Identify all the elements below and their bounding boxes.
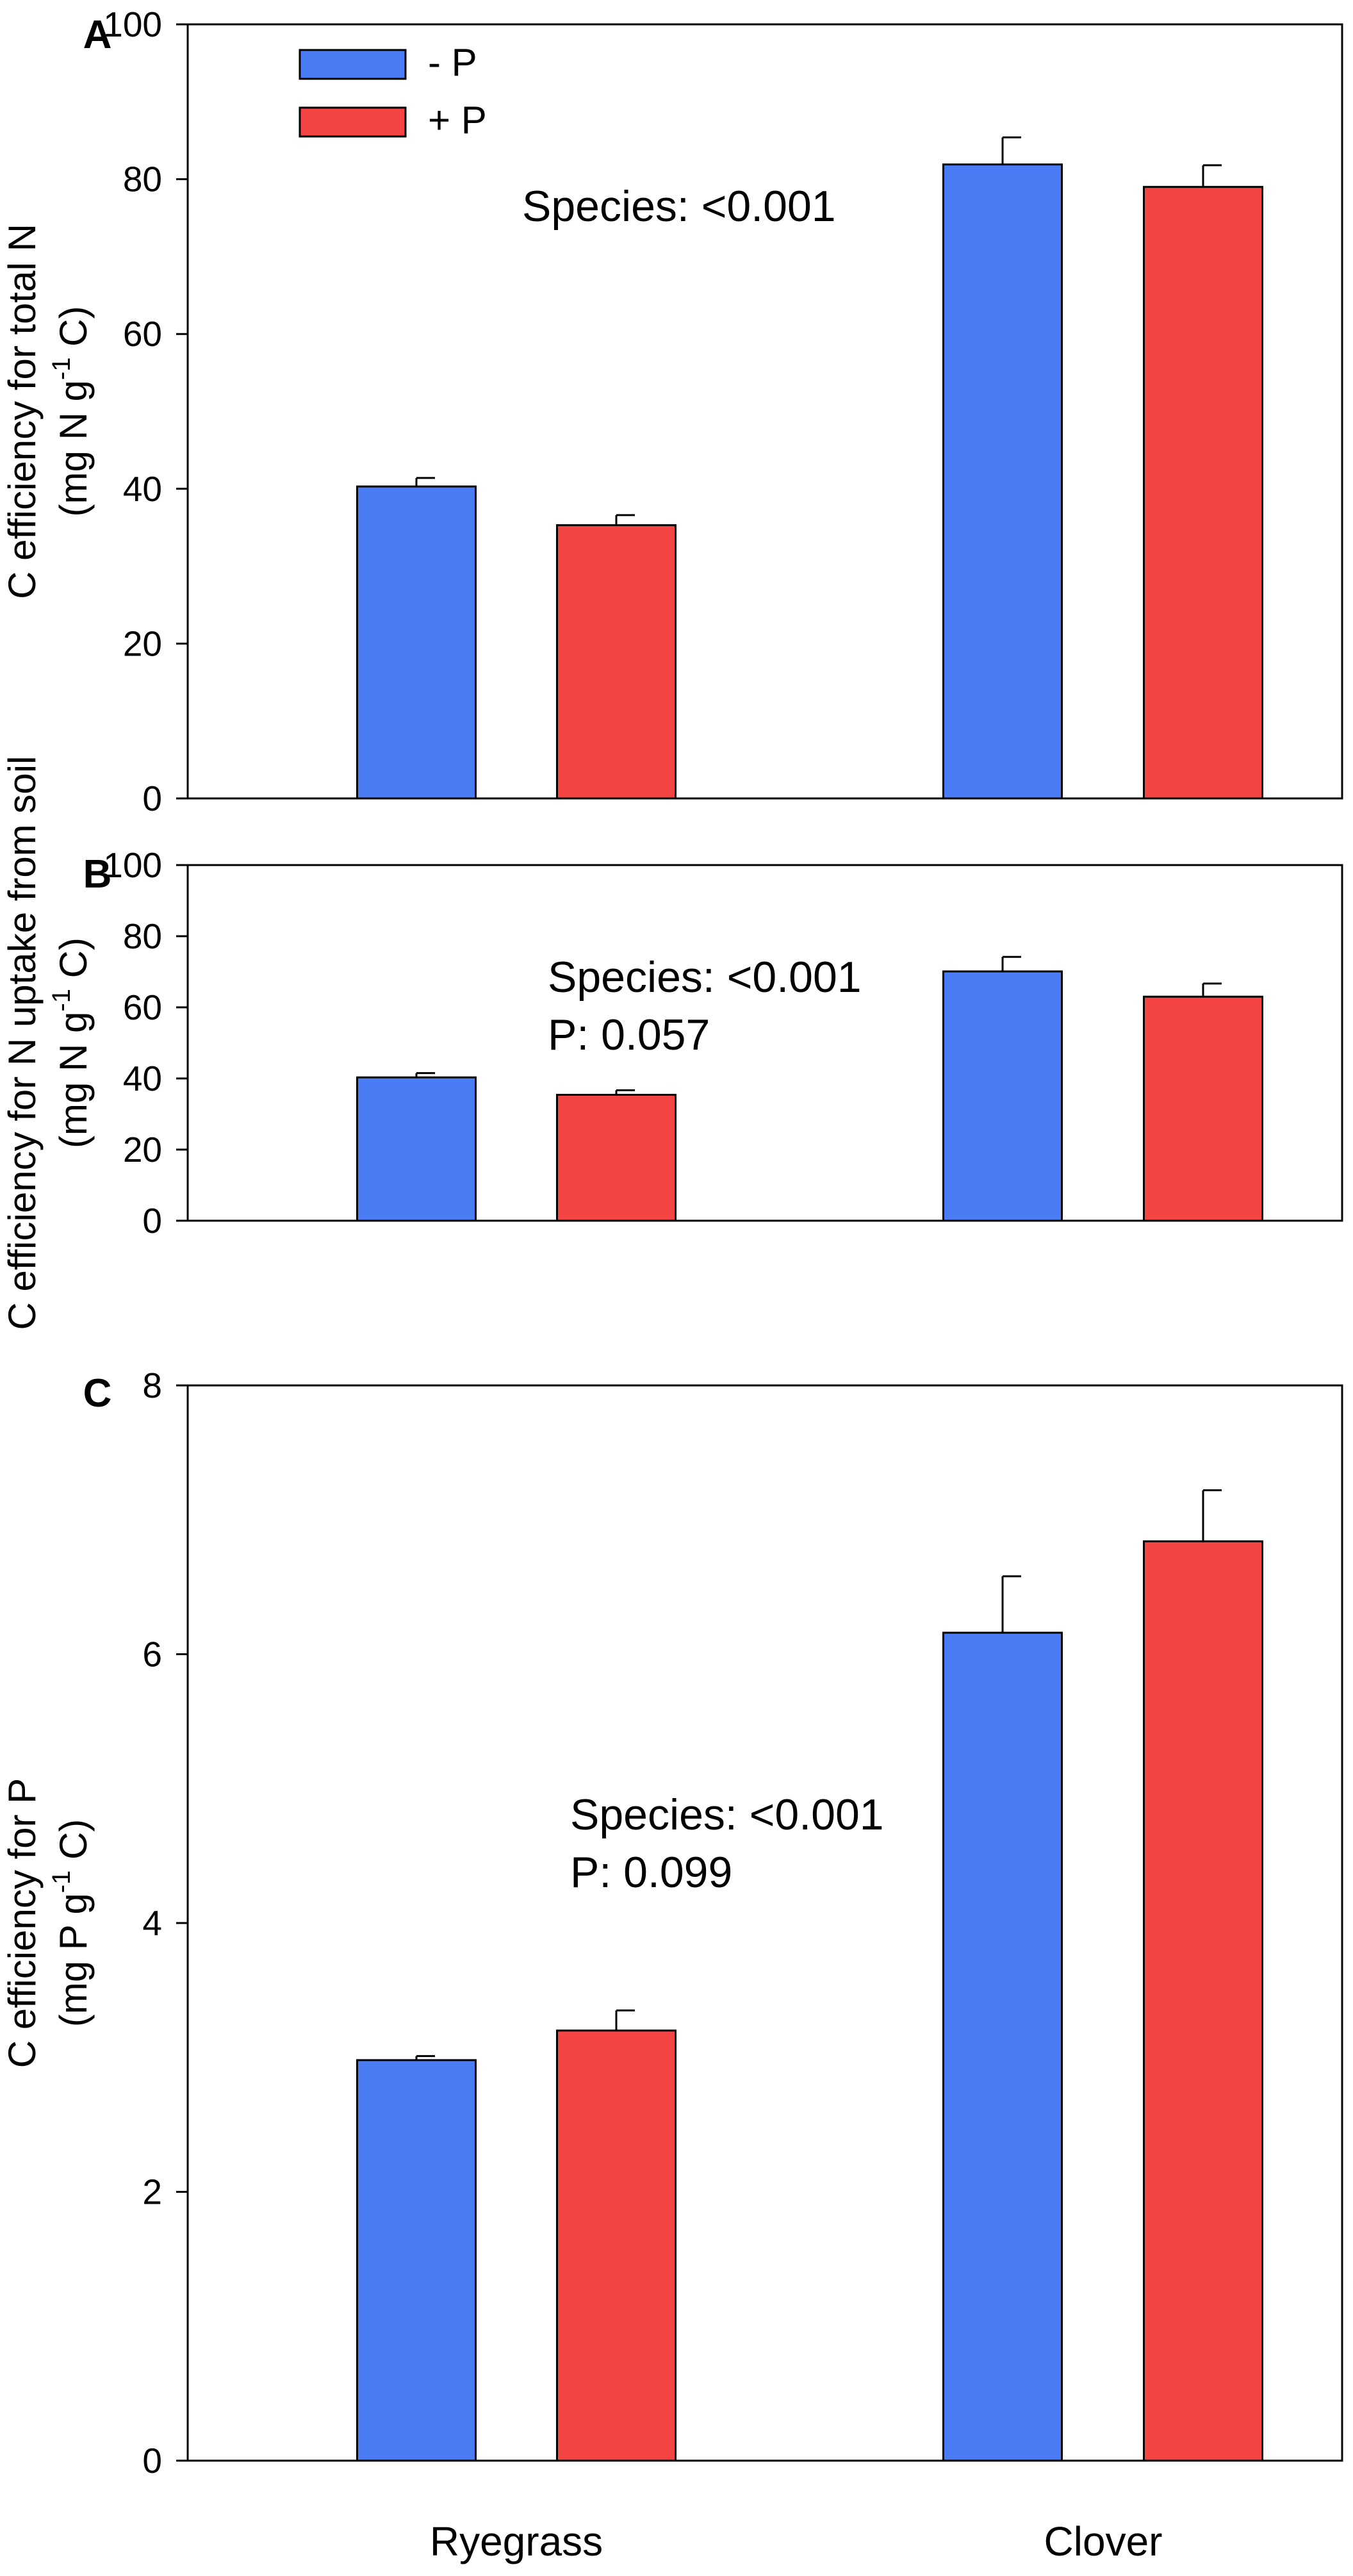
bar-b-ryegrass-minus-p bbox=[356, 1076, 477, 1222]
error-bar-c-clover-plus-p bbox=[1202, 1489, 1222, 1542]
bar-c-clover-plus-p bbox=[1143, 1540, 1263, 2462]
x-tick-label-clover: Clover bbox=[1044, 2518, 1163, 2564]
y-tick-label: 0 bbox=[142, 2441, 162, 2481]
bar-b-clover-minus-p bbox=[942, 970, 1063, 1222]
y-axis-units: (mg N g-1 C) bbox=[47, 937, 95, 1148]
y-axis-units-sup: -1 bbox=[47, 1870, 76, 1894]
error-bar-a-clover-plus-p bbox=[1202, 164, 1222, 187]
y-axis-title: C efficiency for N uptake from soil bbox=[1, 756, 44, 1330]
error-bar-b-clover-minus-p bbox=[1001, 955, 1021, 971]
y-tick-label: 20 bbox=[123, 623, 162, 663]
y-tick-label: 100 bbox=[103, 4, 162, 44]
stats-annotation: P: 0.057 bbox=[548, 1011, 710, 1059]
y-axis-units-prefix: (mg N g bbox=[52, 1012, 95, 1148]
y-tick-label: 6 bbox=[142, 1635, 162, 1674]
panel-letter: A bbox=[83, 13, 112, 57]
y-tick-label: 100 bbox=[103, 845, 162, 885]
y-tick-label: 0 bbox=[142, 1201, 162, 1241]
y-tick-label: 60 bbox=[123, 987, 162, 1027]
y-tick-label: 2 bbox=[142, 2172, 162, 2212]
y-tick-label: 0 bbox=[142, 779, 162, 818]
y-tick-label: 40 bbox=[123, 469, 162, 509]
bar-c-clover-minus-p bbox=[942, 1631, 1063, 2462]
panel-letter: C bbox=[83, 1371, 112, 1416]
y-axis-units-sup: -1 bbox=[47, 989, 76, 1012]
y-tick-label: 4 bbox=[142, 1903, 162, 1943]
legend-swatch-minus-p bbox=[299, 49, 407, 80]
bar-c-ryegrass-plus-p bbox=[556, 2029, 676, 2462]
y-tick-label: 8 bbox=[142, 1366, 162, 1405]
y-axis-units: (mg N g-1 C) bbox=[47, 306, 95, 517]
y-tick-label: 60 bbox=[123, 314, 162, 354]
stats-annotation: Species: <0.001 bbox=[522, 182, 836, 231]
panel-letter: B bbox=[83, 852, 112, 896]
plot-frame bbox=[186, 23, 1343, 800]
bar-a-ryegrass-minus-p bbox=[356, 485, 477, 800]
legend-swatch-plus-p bbox=[299, 106, 407, 138]
bar-b-clover-plus-p bbox=[1143, 995, 1263, 1222]
y-tick-label: 40 bbox=[123, 1059, 162, 1098]
panel-a: 0 20 40 60 80 100 C efficiency for total N (mg … bbox=[1, 4, 1343, 818]
error-bar-a-ryegrass-plus-p bbox=[615, 514, 635, 525]
stats-annotation: Species: <0.001 bbox=[570, 1790, 884, 1839]
x-tick-label-ryegrass: Ryegrass bbox=[430, 2518, 603, 2564]
panel-c: 0 2 4 6 8 C efficiency for P (mg P g-1 C) C Spec… bbox=[1, 1366, 1343, 2481]
legend-label-minus-p: - P bbox=[428, 41, 477, 84]
plot-frame bbox=[186, 864, 1343, 1222]
error-bar-b-clover-plus-p bbox=[1202, 982, 1222, 997]
y-axis-units-prefix: (mg P g bbox=[52, 1893, 95, 2027]
error-bar-c-ryegrass-minus-p bbox=[415, 2055, 435, 2060]
y-tick-label: 80 bbox=[123, 160, 162, 199]
y-axis-units-sup: -1 bbox=[47, 358, 76, 381]
bar-a-clover-minus-p bbox=[942, 163, 1063, 800]
error-bar-a-clover-minus-p bbox=[1001, 136, 1021, 165]
error-bar-c-ryegrass-plus-p bbox=[615, 2009, 635, 2031]
y-axis-units-suffix: C) bbox=[52, 937, 95, 989]
y-axis-units-prefix: (mg N g bbox=[52, 380, 95, 516]
error-bar-b-ryegrass-minus-p bbox=[415, 1072, 435, 1078]
y-axis-units-suffix: C) bbox=[52, 1819, 95, 1870]
legend: - P + P bbox=[299, 41, 487, 142]
error-bar-b-ryegrass-plus-p bbox=[615, 1089, 635, 1095]
error-bar-c-clover-minus-p bbox=[1001, 1575, 1021, 1633]
bar-b-ryegrass-plus-p bbox=[556, 1094, 676, 1222]
y-axis-title: C efficiency for total N bbox=[1, 224, 44, 599]
stats-annotation: Species: <0.001 bbox=[548, 953, 862, 1002]
x-axis-categories: Ryegrass Clover bbox=[430, 2518, 1163, 2564]
bar-a-ryegrass-plus-p bbox=[556, 524, 676, 800]
bar-c-ryegrass-minus-p bbox=[356, 2059, 477, 2462]
error-bar-a-ryegrass-minus-p bbox=[415, 477, 435, 487]
stats-annotation: P: 0.099 bbox=[570, 1848, 732, 1897]
y-axis-units: (mg P g-1 C) bbox=[47, 1819, 95, 2027]
y-tick-label: 80 bbox=[123, 916, 162, 956]
y-axis-title: C efficiency for P bbox=[1, 1778, 44, 2068]
panel-b: 0 20 40 60 80 100 C efficiency for N uptake fr… bbox=[1, 756, 1343, 1330]
y-tick-label: 20 bbox=[123, 1130, 162, 1169]
bar-a-clover-plus-p bbox=[1143, 186, 1263, 800]
legend-label-plus-p: + P bbox=[428, 99, 487, 142]
y-axis-units-suffix: C) bbox=[52, 306, 95, 358]
